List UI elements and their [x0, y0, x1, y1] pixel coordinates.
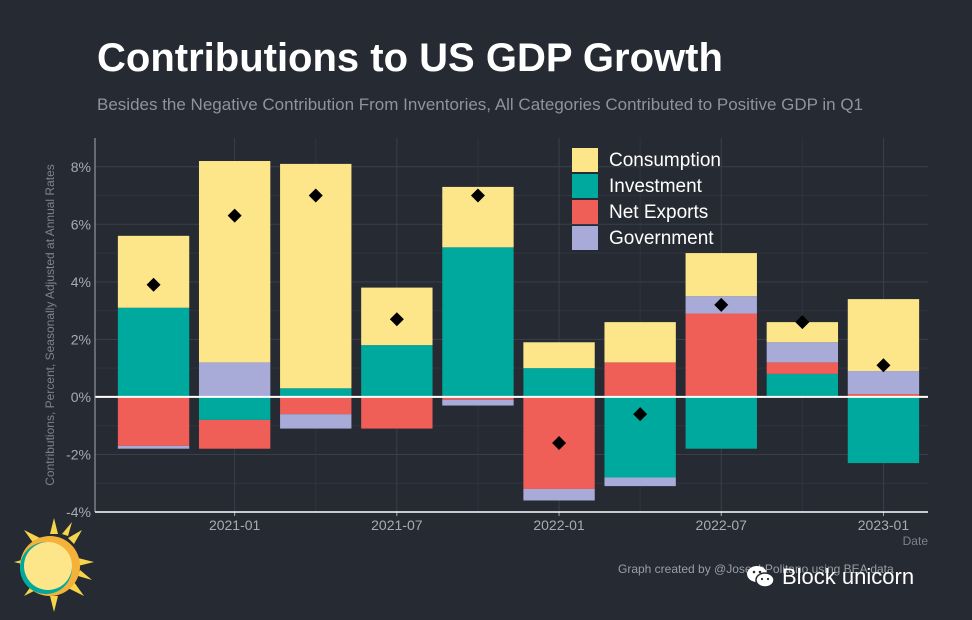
bar-investment	[766, 373, 839, 397]
bar-consumption	[523, 342, 595, 369]
bar-consumption	[766, 322, 839, 343]
bar-net_exports	[117, 396, 190, 446]
legend-swatch-government	[572, 226, 598, 250]
bar-government	[523, 488, 595, 501]
legend-swatch-consumption	[572, 148, 598, 172]
legend-label-consumption: Consumption	[609, 150, 721, 171]
bar-government	[198, 362, 271, 397]
y-axis-title: Contributions, Percent, Seasonally Adjus…	[43, 164, 57, 486]
bar-net_exports	[198, 419, 271, 449]
total-markers	[146, 188, 891, 450]
bar-investment	[442, 247, 514, 397]
bar-investment	[361, 345, 433, 397]
bar-investment	[847, 396, 920, 464]
y-tick-label: 8%	[71, 159, 91, 175]
bar-consumption	[198, 161, 271, 363]
y-tick-label: 0%	[71, 389, 91, 405]
axes: -4% -2% 0% 2% 4% 6% 8% 2021-01 2021-07 2022-01 202…	[43, 138, 928, 548]
total-marker	[633, 407, 648, 422]
bar-investment	[685, 396, 757, 449]
total-marker	[876, 358, 891, 373]
chart-subtitle: Besides the Negative Contribution From I…	[97, 95, 864, 114]
bar-investment	[198, 396, 271, 420]
total-marker	[795, 315, 810, 330]
x-tick-label: 2021-01	[209, 517, 261, 533]
bar-consumption	[685, 253, 757, 297]
total-marker	[227, 208, 242, 223]
bar-net_exports	[766, 362, 839, 374]
total-marker	[308, 188, 323, 203]
total-marker	[714, 297, 729, 312]
bar-investment	[117, 307, 190, 397]
total-marker	[552, 435, 567, 450]
legend: Consumption Investment Net Exports Governme…	[572, 148, 721, 250]
watermark-text: Block unicorn	[782, 564, 915, 589]
total-marker	[389, 312, 404, 327]
sun-logo-icon	[14, 518, 94, 612]
legend-label-government: Government	[609, 228, 714, 249]
bar-net_exports	[604, 362, 676, 397]
x-tick-label: 2023-01	[858, 517, 910, 533]
bar-government	[604, 477, 676, 487]
bar-consumption	[604, 322, 676, 363]
y-tick-label: -2%	[66, 446, 91, 462]
bar-net_exports	[685, 313, 757, 397]
bar-net_exports	[847, 394, 920, 397]
bar-government	[766, 342, 839, 363]
legend-swatch-investment	[572, 174, 598, 198]
bar-government	[280, 414, 352, 429]
y-tick-label: -4%	[66, 504, 91, 520]
bar-government	[117, 445, 190, 449]
watermark: Block unicorn	[746, 564, 914, 590]
y-tick-label: 2%	[71, 331, 91, 347]
x-tick-label: 2021-07	[371, 517, 423, 533]
bar-government	[442, 399, 514, 406]
legend-swatch-net_exports	[572, 200, 598, 224]
x-axis-title: Date	[903, 534, 929, 548]
chart-title: Contributions to US GDP Growth	[97, 36, 723, 80]
bar-investment	[523, 368, 595, 397]
total-marker	[470, 188, 485, 203]
x-tick-label: 2022-07	[696, 517, 748, 533]
total-marker	[146, 277, 161, 292]
bar-government	[847, 371, 920, 395]
bar-investment	[280, 388, 352, 397]
y-tick-label: 4%	[71, 274, 91, 290]
y-tick-label: 6%	[71, 216, 91, 232]
legend-label-investment: Investment	[609, 176, 703, 197]
bar-net_exports	[280, 396, 352, 415]
wechat-icon	[747, 566, 775, 588]
bar-net_exports	[361, 396, 433, 429]
legend-label-net_exports: Net Exports	[609, 202, 708, 223]
bar-net_exports	[442, 396, 514, 400]
bar-consumption	[117, 235, 190, 308]
x-tick-label: 2022-01	[533, 517, 585, 533]
bar-stacks	[117, 161, 920, 501]
